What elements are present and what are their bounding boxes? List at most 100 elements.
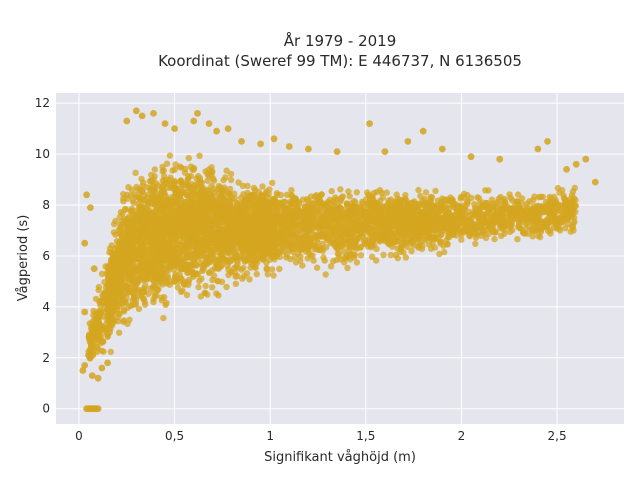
data-point: [214, 263, 221, 270]
data-point: [269, 179, 276, 186]
data-point: [543, 206, 551, 213]
data-point: [337, 186, 344, 193]
data-point: [537, 220, 545, 227]
data-point: [106, 249, 113, 256]
data-point: [163, 160, 171, 167]
data-point: [213, 290, 220, 297]
data-point: [260, 252, 267, 259]
data-point: [311, 193, 319, 200]
data-point: [174, 199, 181, 206]
data-point: [296, 246, 303, 253]
data-point: [266, 249, 273, 256]
data-point: [391, 223, 399, 230]
data-point: [346, 193, 353, 200]
data-point: [143, 276, 151, 283]
data-point: [186, 218, 193, 226]
data-point: [133, 218, 140, 225]
data-point: [437, 219, 444, 226]
data-point: [171, 179, 179, 186]
data-point: [247, 233, 254, 241]
data-point: [148, 171, 155, 179]
data-point: [172, 271, 179, 278]
data-point: [313, 200, 320, 207]
data-point: [217, 192, 224, 200]
data-point: [272, 252, 280, 260]
data-point: [305, 249, 313, 257]
data-point: [548, 201, 555, 208]
data-point: [472, 240, 479, 247]
data-point: [344, 217, 351, 224]
data-point: [556, 227, 564, 234]
data-point: [188, 181, 196, 188]
data-point: [291, 243, 299, 250]
data-point: [203, 208, 210, 215]
data-point: [277, 191, 285, 199]
data-point: [89, 327, 96, 334]
data-point: [154, 204, 161, 212]
data-point: [166, 264, 173, 271]
data-point: [98, 270, 106, 277]
data-point: [294, 215, 301, 222]
data-point: [476, 200, 483, 207]
data-point: [353, 189, 360, 196]
data-point: [337, 235, 345, 242]
data-point: [223, 247, 231, 254]
data-point: [297, 253, 304, 260]
data-point: [415, 186, 422, 194]
data-point: [291, 253, 299, 261]
data-point: [471, 200, 478, 208]
data-point: [167, 174, 174, 181]
data-point: [289, 200, 296, 208]
data-point: [373, 188, 380, 196]
data-point: [536, 233, 544, 241]
data-point: [132, 169, 139, 176]
data-point: [186, 196, 193, 203]
data-point: [243, 270, 251, 277]
data-point: [330, 258, 337, 265]
data-point: [151, 196, 158, 203]
data-point: [562, 214, 569, 222]
data-point: [554, 184, 562, 192]
data-point: [166, 152, 174, 159]
data-point: [506, 216, 513, 223]
data-point: [185, 155, 192, 162]
data-point: [385, 200, 392, 208]
data-point: [139, 272, 147, 279]
data-point: [272, 204, 279, 212]
data-point: [568, 223, 576, 230]
data-point: [176, 249, 183, 257]
data-point: [209, 276, 216, 284]
data-point: [488, 196, 496, 203]
data-point: [290, 222, 297, 229]
data-point: [172, 190, 179, 198]
data-point: [379, 203, 387, 210]
data-point: [441, 248, 448, 256]
data-point: [166, 281, 173, 288]
data-point: [223, 283, 230, 291]
data-point: [276, 265, 283, 273]
data-point: [182, 165, 189, 173]
data-point: [158, 297, 166, 304]
data-point: [184, 189, 192, 196]
data-point: [262, 190, 269, 197]
data-point: [303, 222, 310, 229]
data-point: [146, 178, 154, 185]
data-point: [530, 196, 537, 204]
data-point: [193, 201, 200, 208]
data-point: [353, 259, 361, 266]
data-point: [198, 227, 206, 234]
data-point: [508, 205, 515, 212]
data-point: [327, 263, 335, 270]
data-point: [383, 189, 390, 196]
data-point: [223, 167, 230, 174]
data-point: [179, 232, 187, 239]
data-point: [295, 198, 302, 206]
data-point: [422, 189, 430, 196]
data-point: [471, 211, 479, 218]
data-point: [149, 183, 156, 190]
data-point: [244, 213, 251, 220]
data-point: [314, 239, 321, 247]
data-point: [154, 271, 161, 278]
data-point: [318, 191, 325, 198]
data-point: [196, 191, 203, 198]
